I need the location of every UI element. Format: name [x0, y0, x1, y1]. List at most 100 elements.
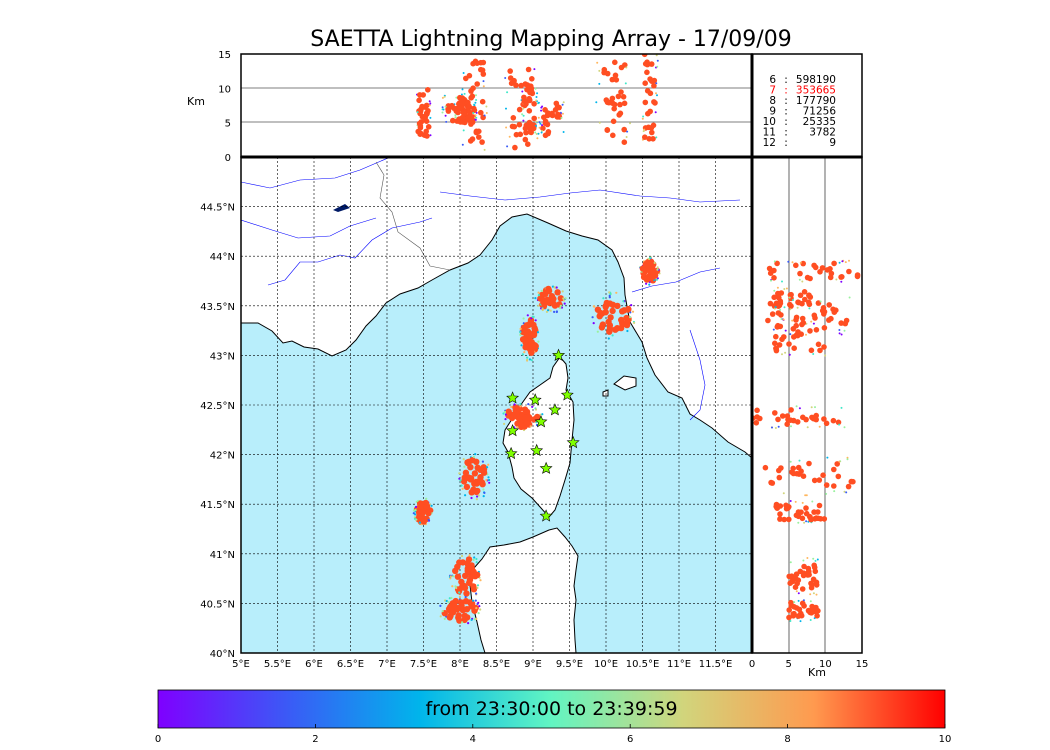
top-ylabel: Km [187, 95, 205, 108]
lightning-source [563, 302, 566, 305]
lightning-source [479, 139, 485, 145]
lightning-source [423, 102, 430, 109]
lightning-source [789, 460, 792, 463]
lightning-source [592, 305, 595, 308]
lightning-source [787, 417, 794, 424]
lightning-source [416, 97, 422, 104]
lightning-source [474, 453, 477, 456]
lightning-source [417, 131, 424, 137]
lightning-source [450, 117, 456, 124]
lightning-source [784, 329, 787, 332]
right-x-tick-label: 15 [856, 659, 869, 670]
lightning-source [813, 416, 819, 423]
lightning-source [644, 88, 651, 94]
top-y-ticks: 0 5 10 15 [218, 50, 231, 164]
lightning-source [776, 301, 782, 307]
lightning-source [545, 310, 549, 313]
lightning-source [821, 325, 828, 331]
lightning-source [840, 280, 843, 283]
lightning-source [810, 320, 813, 323]
lightning-source [596, 330, 599, 333]
lightning-source [801, 501, 804, 504]
lightning-source [537, 291, 540, 294]
lightning-source [522, 114, 525, 117]
lightning-source [474, 487, 481, 495]
lightning-source [463, 606, 471, 613]
lightning-source [526, 95, 532, 102]
lightning-source [775, 291, 781, 297]
lightning-source [617, 110, 624, 117]
count-altitude: 9 [769, 106, 776, 118]
lightning-source [474, 118, 477, 121]
lightning-source [537, 294, 541, 297]
lightning-source [816, 502, 823, 509]
lightning-source [467, 114, 474, 120]
count-separator: : [784, 106, 788, 118]
border-france-italy [375, 161, 451, 271]
lightning-source [526, 314, 529, 317]
count-altitude: 11 [763, 127, 776, 139]
lightning-source [804, 494, 807, 497]
count-separator: : [784, 95, 788, 107]
lightning-source [470, 618, 473, 622]
lightning-source [482, 495, 485, 498]
lightning-source [445, 599, 448, 603]
lightning-source [614, 302, 621, 310]
lightning-source [840, 406, 843, 409]
lightning-source [618, 316, 625, 324]
station-star-icon [528, 393, 542, 406]
lightning-source [800, 320, 807, 326]
top-altitude-panel [241, 54, 752, 157]
lightning-source [479, 608, 482, 611]
lightning-source [523, 322, 530, 329]
lightning-source [776, 474, 783, 481]
lightning-source [794, 332, 801, 339]
lightning-source [808, 584, 815, 591]
lightning-source [647, 76, 653, 82]
lightning-source [826, 302, 832, 308]
lightning-source [598, 310, 606, 317]
lightning-source [520, 344, 523, 347]
lightning-source [656, 65, 659, 68]
lightning-source [767, 300, 774, 307]
lightning-source [812, 592, 815, 595]
lightning-source [460, 109, 467, 116]
lightning-source [816, 477, 823, 483]
lightning-source [777, 425, 780, 428]
lightning-source [540, 125, 546, 132]
lightning-source [802, 599, 805, 602]
lightning-source [839, 274, 845, 280]
lightning-source [448, 103, 454, 109]
lightning-source [485, 478, 488, 482]
map-x-tick-label: 6.5°E [337, 659, 364, 670]
lightning-source [613, 77, 620, 83]
lightning-source [797, 599, 800, 602]
lightning-source [796, 606, 803, 613]
lightning-source [464, 565, 471, 572]
lightning-source [419, 103, 425, 110]
lightning-source [462, 119, 468, 126]
lightning-source [428, 100, 431, 103]
lightning-source [815, 509, 821, 515]
lightning-sources-map [412, 256, 661, 625]
lightning-source [516, 426, 519, 429]
lightning-source [810, 576, 817, 583]
lightning-source [508, 414, 516, 422]
lightning-source [466, 109, 473, 116]
lightning-source [541, 105, 544, 108]
lightning-source [485, 112, 488, 114]
lightning-source [802, 296, 808, 303]
lightning-source [610, 118, 617, 125]
lightning-source [811, 477, 818, 484]
lightning-source [510, 115, 517, 121]
lightning-source [422, 115, 428, 122]
lightning-source [610, 132, 616, 139]
lightning-source [808, 347, 815, 354]
lightning-source [448, 597, 451, 600]
lightning-source [506, 91, 509, 94]
lightning-source [618, 89, 624, 95]
lightning-source [462, 458, 465, 461]
lightning-source [537, 116, 540, 119]
lightning-source [648, 61, 655, 67]
counts-table: 6:5981907:3536658:1777909:7125610:253351… [763, 74, 837, 149]
